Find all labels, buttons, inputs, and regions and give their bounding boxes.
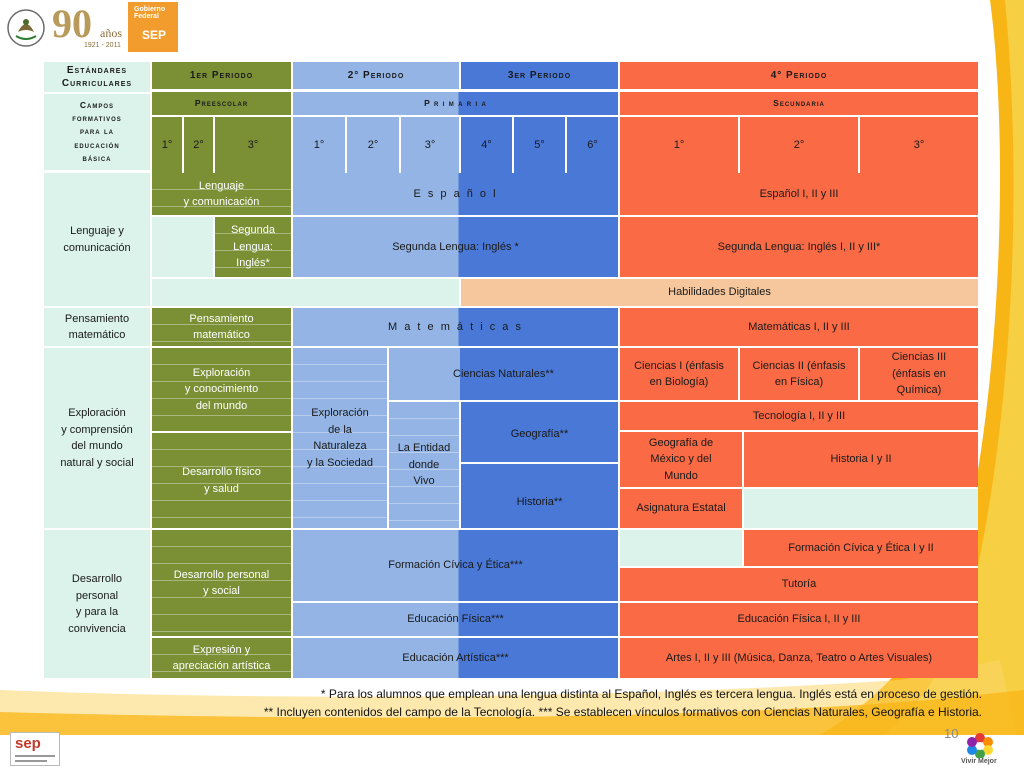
pri-matematicas: M a t e m á t i c a s	[293, 308, 618, 346]
mexico-seal-logo	[6, 6, 46, 50]
anniversary-years: 1921 - 2011	[84, 42, 121, 49]
sec-asignatura-blank	[744, 489, 978, 528]
sec-formacion: Formación Cívica y Ética I y II	[744, 530, 978, 566]
sec-tutoria: Tutoría	[620, 568, 978, 601]
grado-pri-4: 4°	[461, 117, 512, 173]
estandares-label: Estándares Curriculares	[44, 62, 150, 92]
pri-historia: Historia**	[461, 464, 618, 528]
gov-line2: Federal	[134, 13, 159, 20]
sec-espanol: Español I, II y III	[620, 173, 978, 215]
periodo-4: 4° Periodo	[620, 62, 978, 89]
sec-asignatura-estatal: Asignatura Estatal	[620, 489, 742, 528]
pre-expresion: Expresión y apreciación artística	[152, 638, 291, 678]
pri-geografia: Geografía**	[461, 402, 618, 462]
eagle-seal-icon	[7, 9, 45, 47]
sec-historia: Historia I y II	[744, 432, 978, 487]
vivir-mejor-logo: Vivir Mejor	[958, 732, 1002, 768]
sec-matematicas: Matemáticas I, II y III	[620, 308, 978, 346]
campo-desarrollo: Desarrollo personal y para la convivenci…	[44, 530, 150, 678]
agency-name: SEP	[142, 28, 167, 42]
grado-pre-2: 2°	[184, 117, 213, 173]
habilidades-blank	[152, 279, 459, 306]
pre-lenguaje: Lenguaje y comunicación	[152, 173, 291, 215]
sec-formacion-blank	[620, 530, 742, 566]
pri-exploracion-naturaleza: Exploración de la Naturaleza y la Socied…	[293, 348, 387, 528]
grado-pre-1: 1°	[152, 117, 182, 173]
campo-pensamiento: Pensamiento matemático	[44, 308, 150, 346]
pre-segunda-lengua-blank	[152, 217, 213, 277]
anniversary-logo: 90 años 1921 - 2011	[50, 1, 128, 52]
campos-label: Campos formativos para la educación bási…	[44, 94, 150, 170]
footnote-2: ** Incluyen contenidos del campo de la T…	[263, 705, 982, 719]
sep-logo-text: sep	[15, 735, 41, 752]
pri-ciencias-naturales: Ciencias Naturales**	[389, 348, 618, 400]
pri-entidad: La Entidad donde Vivo	[389, 402, 459, 528]
gobierno-federal-logo: Gobierno Federal SEP	[128, 2, 178, 52]
sep-footer-logo: sep	[10, 732, 60, 766]
grado-pri-1: 1°	[293, 117, 345, 173]
pri-espanol: E s p a ñ o l	[293, 173, 618, 215]
gov-line1: Gobierno	[134, 6, 166, 13]
nivel-secundaria: Secundaria	[620, 92, 978, 115]
grado-sec-2: 2°	[740, 117, 858, 173]
nivel-preescolar: Preescolar	[152, 92, 291, 115]
pre-exploracion: Exploración y conocimiento del mundo	[152, 348, 291, 431]
sec-artes: Artes I, II y III (Música, Danza, Teatro…	[620, 638, 978, 678]
sec-segunda-lengua: Segunda Lengua: Inglés I, II y III*	[620, 217, 978, 277]
pre-desarrollo-personal: Desarrollo personal y social	[152, 530, 291, 636]
anniversary-number: 90	[52, 1, 92, 46]
sec-tecnologia: Tecnología I, II y III	[620, 402, 978, 430]
grado-pri-6: 6°	[567, 117, 618, 173]
campo-exploracion: Exploración y comprensión del mundo natu…	[44, 348, 150, 528]
pri-educacion-fisica: Educación Física***	[293, 603, 618, 636]
habilidades-digitales: Habilidades Digitales	[461, 279, 978, 306]
grado-sec-1: 1°	[620, 117, 738, 173]
sec-educacion-fisica: Educación Física I, II y III	[620, 603, 978, 636]
periodo-1: 1er Periodo	[152, 62, 291, 89]
nivel-primaria: P r i m a r i a	[293, 92, 618, 115]
sec-ciencias-2: Ciencias II (énfasis en Física)	[740, 348, 858, 400]
grado-pri-5: 5°	[514, 117, 565, 173]
footnote-1: * Para los alumnos que emplean una lengu…	[320, 687, 982, 701]
grado-pre-3: 3°	[215, 117, 291, 173]
grado-pri-3: 3°	[401, 117, 459, 173]
flower-icon	[967, 733, 993, 759]
page-number: 10	[944, 726, 959, 741]
sec-ciencias-3: Ciencias III (énfasis en Química)	[860, 348, 978, 400]
pri-educacion-artistica: Educación Artística***	[293, 638, 618, 678]
grado-pri-2: 2°	[347, 117, 399, 173]
pre-desarrollo-fisico: Desarrollo físico y salud	[152, 433, 291, 528]
periodo-3: 3er Periodo	[461, 62, 618, 89]
pre-pensamiento: Pensamiento matemático	[152, 308, 291, 346]
campo-lenguaje: Lenguaje y comunicación	[44, 173, 150, 306]
sec-ciencias-1: Ciencias I (énfasis en Biología)	[620, 348, 738, 400]
periodo-2: 2° Periodo	[293, 62, 459, 89]
vivir-mejor-text: Vivir Mejor	[961, 758, 997, 765]
curriculum-table: Estándares Curriculares 1er Periodo 2° P…	[44, 62, 978, 678]
sec-geografia: Geografía de México y del Mundo	[620, 432, 742, 487]
grado-sec-3: 3°	[860, 117, 978, 173]
anniversary-word: años	[100, 26, 122, 40]
pre-segunda-lengua: Segunda Lengua: Inglés*	[215, 217, 291, 277]
pri-segunda-lengua: Segunda Lengua: Inglés *	[293, 217, 618, 277]
pri-formacion: Formación Cívica y Ética***	[293, 530, 618, 601]
